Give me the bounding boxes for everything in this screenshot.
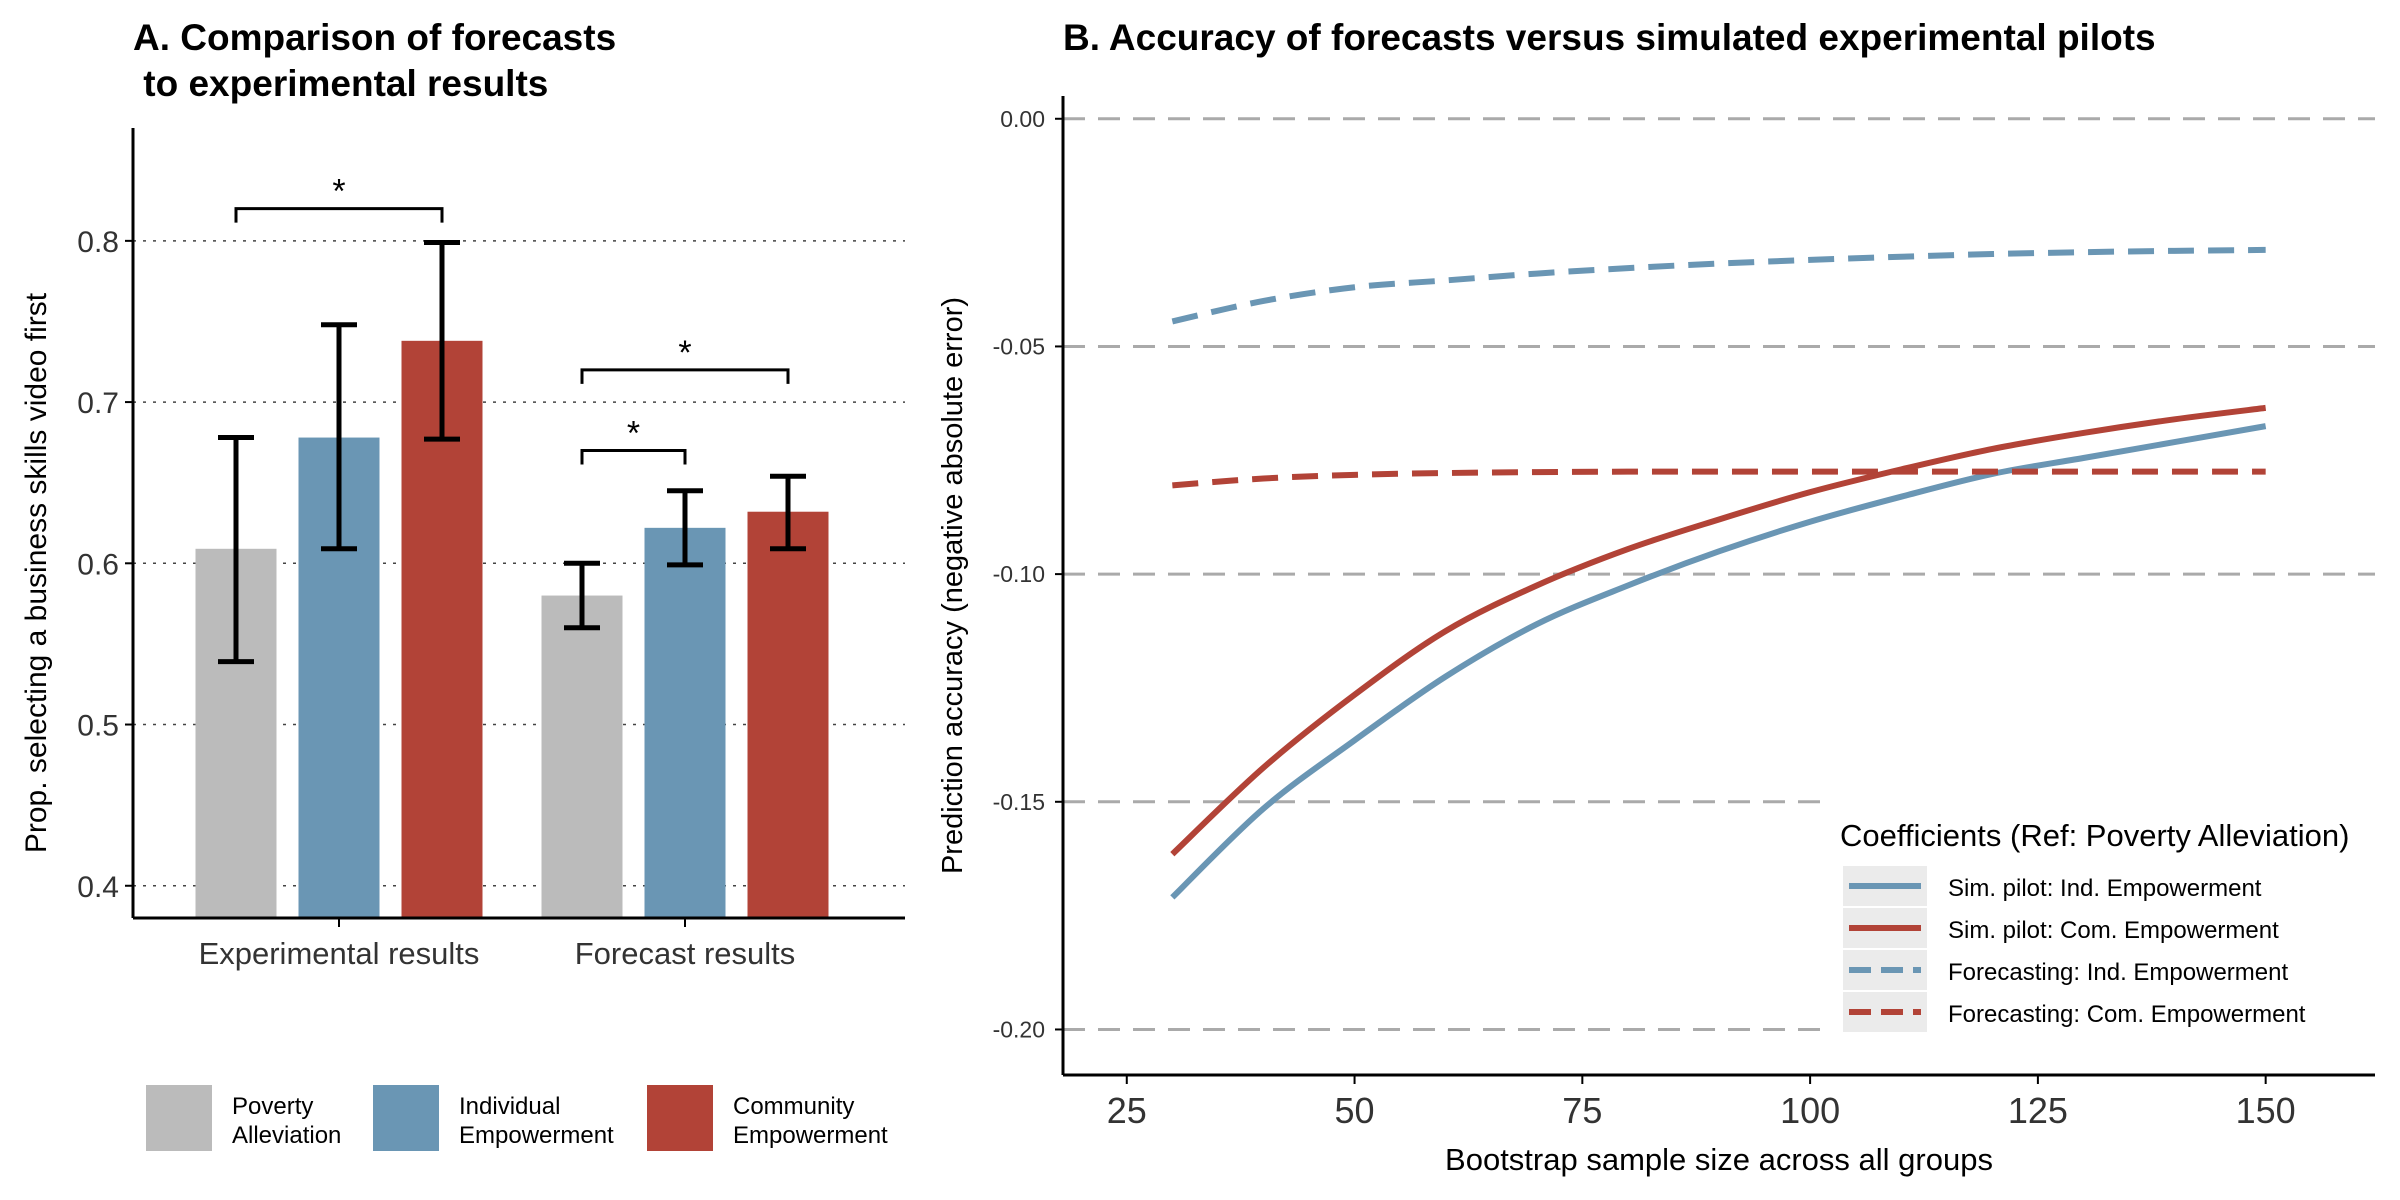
significance-star: * bbox=[332, 173, 345, 211]
legend-label: Poverty bbox=[232, 1093, 313, 1120]
legend-label: Empowerment bbox=[733, 1122, 888, 1149]
significance-bracket bbox=[580, 448, 687, 465]
x-tick-label: Forecast results bbox=[575, 936, 796, 971]
legend-swatch bbox=[647, 1085, 713, 1151]
legend-label: Community bbox=[733, 1093, 854, 1120]
series-line bbox=[1170, 423, 2267, 900]
panel-a-title-line2: to experimental results bbox=[133, 63, 548, 104]
y-tick-label: -0.05 bbox=[993, 333, 1045, 359]
y-tick-label: 0.4 bbox=[77, 871, 119, 904]
significance-bracket bbox=[234, 207, 444, 223]
panel-b-x-axis-label: Bootstrap sample size across all groups bbox=[1445, 1142, 1993, 1177]
panel-b-line-chart: B. Accuracy of forecasts versus simulate… bbox=[937, 17, 2375, 1177]
series-line bbox=[1170, 404, 2267, 857]
significance-star: * bbox=[678, 334, 691, 372]
y-tick-label: 0.5 bbox=[77, 710, 119, 743]
panel-a-title-line1: A. Comparison of forecasts bbox=[133, 17, 616, 58]
panel-b-y-axis-label: Prediction accuracy (negative absolute e… bbox=[937, 297, 969, 874]
legend-swatch bbox=[146, 1085, 212, 1151]
bar bbox=[747, 511, 829, 918]
legend-label: Sim. pilot: Ind. Empowerment bbox=[1948, 875, 2262, 902]
y-tick-label: 0.00 bbox=[1000, 106, 1045, 132]
legend-label: Alleviation bbox=[232, 1122, 341, 1149]
x-tick-label: Experimental results bbox=[199, 936, 480, 971]
legend-label: Empowerment bbox=[459, 1122, 614, 1149]
x-tick-label: 75 bbox=[1562, 1090, 1602, 1131]
legend-title: Coefficients (Ref: Poverty Alleviation) bbox=[1840, 818, 2349, 853]
x-tick-label: 50 bbox=[1335, 1090, 1375, 1131]
panel-a-bar-chart: A. Comparison of forecasts to experiment… bbox=[20, 17, 905, 1151]
legend-label: Forecasting: Ind. Empowerment bbox=[1948, 959, 2288, 986]
panel-a-y-axis-label: Prop. selecting a business skills video … bbox=[20, 292, 53, 853]
y-tick-label: -0.20 bbox=[993, 1016, 1045, 1042]
x-tick-label: 25 bbox=[1107, 1090, 1147, 1131]
series-line bbox=[1172, 468, 2266, 489]
legend-swatch bbox=[373, 1085, 439, 1151]
y-tick-label: -0.10 bbox=[993, 561, 1045, 587]
significance-star: * bbox=[627, 414, 640, 452]
y-tick-label: 0.6 bbox=[77, 548, 119, 581]
x-tick-label: 100 bbox=[1780, 1090, 1840, 1131]
y-tick-label: 0.8 bbox=[77, 226, 119, 259]
legend-label: Individual bbox=[459, 1093, 560, 1120]
legend-label: Sim. pilot: Com. Empowerment bbox=[1948, 917, 2279, 944]
y-tick-label: 0.7 bbox=[77, 387, 119, 420]
legend-label: Forecasting: Com. Empowerment bbox=[1948, 1001, 2306, 1028]
panel-b-title: B. Accuracy of forecasts versus simulate… bbox=[1063, 17, 2156, 58]
x-tick-label: 150 bbox=[2236, 1090, 2296, 1131]
x-tick-label: 125 bbox=[2008, 1090, 2068, 1131]
series-line bbox=[1171, 246, 2266, 325]
bar bbox=[644, 527, 726, 918]
y-tick-label: -0.15 bbox=[993, 789, 1045, 815]
significance-bracket bbox=[580, 368, 790, 384]
bar bbox=[541, 595, 623, 918]
